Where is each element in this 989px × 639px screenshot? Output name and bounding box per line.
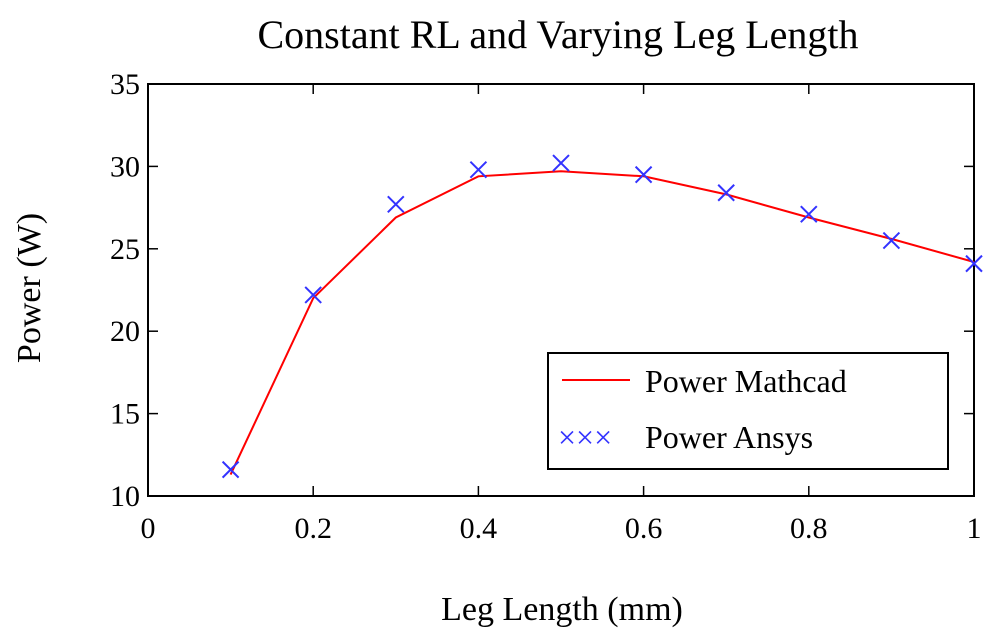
series-power-ansys-point [304, 286, 322, 304]
x-tick-label: 1 [967, 512, 982, 545]
legend-label-ansys: Power Ansys [645, 419, 813, 455]
series-power-ansys-point [800, 205, 818, 223]
y-tick-label: 35 [110, 68, 140, 101]
series-power-ansys-point [221, 460, 240, 479]
x-tick-label: 0.2 [294, 512, 332, 545]
plot-frame [147, 83, 975, 497]
series-power-ansys-point [552, 154, 570, 172]
ticks-layer: 0 0.2 0.4 0.6 0.8 1 10 15 20 25 30 35 [110, 68, 982, 545]
legend-box [547, 352, 949, 470]
series-power-mathcad-line [229, 170, 975, 476]
series-power-ansys-point [634, 165, 653, 184]
x-tick-label: 0.4 [460, 512, 498, 545]
legend-symbol-ansys: ××× [558, 419, 612, 455]
x-tick-label: 0 [141, 512, 156, 545]
series-power-ansys-point [965, 254, 983, 273]
y-tick-label: 20 [110, 315, 140, 348]
y-tick-label: 10 [110, 480, 140, 513]
x-axis-label: Leg Length (mm) [441, 591, 683, 628]
legend: Power Mathcad ××× Power Ansys [547, 352, 949, 470]
chart-title: Constant RL and Varying Leg Length [257, 12, 858, 57]
x-tick-label: 0.6 [625, 512, 663, 545]
y-axis-label: Power (W) [11, 213, 48, 363]
series-power-ansys-point [882, 231, 901, 250]
series-power-ansys-point [717, 184, 735, 202]
y-tick-label: 30 [110, 150, 140, 183]
series-power-ansys-point [387, 195, 405, 214]
y-tick-label: 25 [110, 233, 140, 266]
series-layer [221, 154, 983, 479]
legend-label-mathcad: Power Mathcad [645, 363, 847, 399]
x-tick-label: 0.8 [790, 512, 828, 545]
series-power-ansys-point [469, 160, 488, 179]
y-tick-label: 15 [110, 398, 140, 431]
